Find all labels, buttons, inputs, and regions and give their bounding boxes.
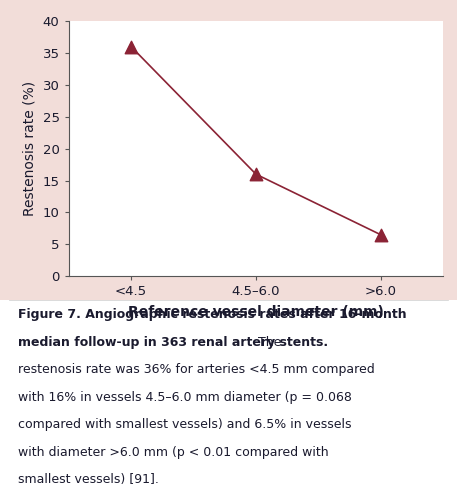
Text: restenosis rate was 36% for arteries <4.5 mm compared: restenosis rate was 36% for arteries <4.… [18,363,375,376]
Text: with diameter >6.0 mm (p < 0.01 compared with: with diameter >6.0 mm (p < 0.01 compared… [18,446,329,458]
Text: median follow-up in 363 renal artery stents.: median follow-up in 363 renal artery ste… [18,335,329,349]
Text: The: The [254,335,281,349]
Text: smallest vessels) [91].: smallest vessels) [91]. [18,473,159,486]
Text: compared with smallest vessels) and 6.5% in vessels: compared with smallest vessels) and 6.5%… [18,418,352,431]
Text: with 16% in vessels 4.5–6.0 mm diameter (p = 0.068: with 16% in vessels 4.5–6.0 mm diameter … [18,391,352,404]
Text: Figure 7. Angiographic restenosis rates after 16-month: Figure 7. Angiographic restenosis rates … [18,308,407,321]
